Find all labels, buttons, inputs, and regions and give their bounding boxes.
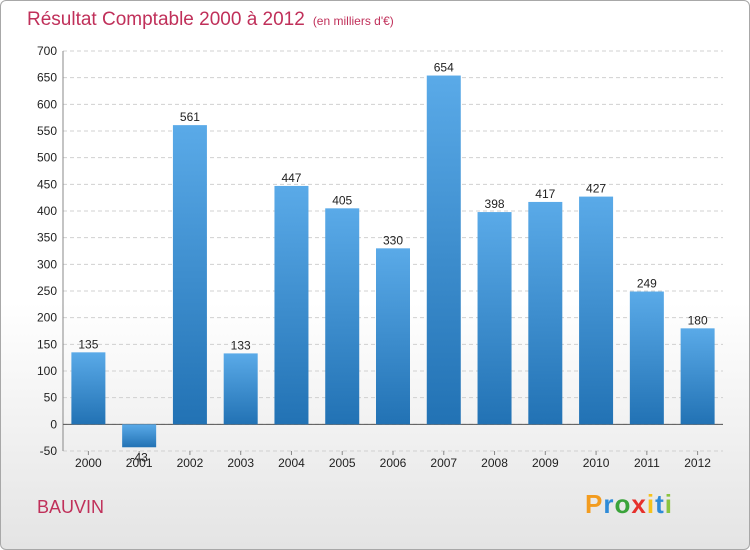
logo-letter: o [614, 489, 632, 519]
bar-2000 [71, 352, 106, 425]
x-tick-label: 2008 [481, 456, 508, 470]
y-tick-label: 350 [37, 231, 57, 245]
x-tick-label: 2010 [583, 456, 610, 470]
x-tick-label: 2003 [227, 456, 254, 470]
x-tick-label: 2004 [278, 456, 305, 470]
bar-2003 [223, 353, 258, 425]
value-label: 447 [281, 171, 301, 185]
bar-2012 [680, 328, 715, 425]
y-tick-label: 50 [44, 391, 58, 405]
value-label: 417 [535, 187, 555, 201]
chart-title: Résultat Comptable 2000 à 2012 [27, 9, 305, 30]
chart-title-block: Résultat Comptable 2000 à 2012 (en millie… [27, 9, 394, 31]
value-label: -43 [130, 450, 148, 464]
y-tick-label: 0 [50, 417, 57, 431]
chart-subtitle: (en milliers d'€) [312, 14, 394, 28]
y-tick-label: 500 [37, 151, 57, 165]
value-label: 330 [383, 233, 403, 247]
y-tick-label: 600 [37, 97, 57, 111]
value-label: 249 [637, 277, 657, 291]
value-label: 405 [332, 193, 352, 207]
y-tick-label: 250 [37, 284, 57, 298]
x-tick-label: 2002 [177, 456, 204, 470]
x-tick-label: 2012 [684, 456, 711, 470]
bar-2011 [629, 291, 664, 425]
value-label: 133 [231, 338, 251, 352]
bar-2001 [122, 424, 157, 448]
value-label: 135 [78, 337, 98, 351]
x-tick-label: 2009 [532, 456, 559, 470]
y-tick-label: 450 [37, 177, 57, 191]
x-tick-label: 2000 [75, 456, 102, 470]
logo-letter: x [631, 489, 647, 519]
bar-2007 [426, 75, 461, 425]
value-label: 561 [180, 110, 200, 124]
value-label: 398 [485, 197, 505, 211]
bar-2004 [274, 185, 309, 425]
bar-2008 [477, 212, 512, 425]
y-tick-label: 150 [37, 337, 57, 351]
bar-2010 [579, 196, 614, 425]
bar-2005 [325, 208, 360, 425]
y-tick-label: 700 [37, 44, 57, 58]
y-tick-label: 400 [37, 204, 57, 218]
logo-letter: r [603, 489, 615, 519]
value-label: 180 [688, 313, 708, 327]
y-tick-label: 100 [37, 364, 57, 378]
x-tick-label: 2007 [430, 456, 457, 470]
x-tick-label: 2005 [329, 456, 356, 470]
x-tick-label: 2001 [126, 456, 153, 470]
proxiti-logo: Proxiti [585, 489, 673, 520]
logo-letter: i [664, 489, 673, 519]
bar-2006 [376, 248, 410, 425]
location-name: BAUVIN [37, 497, 105, 517]
y-tick-label: 650 [37, 71, 57, 85]
y-tick-label: -50 [40, 444, 58, 458]
x-tick-label: 2006 [380, 456, 407, 470]
bar-2009 [528, 201, 563, 425]
value-label: 654 [434, 61, 454, 75]
y-tick-label: 300 [37, 257, 57, 271]
y-tick-label: 550 [37, 124, 57, 138]
x-tick-label: 2011 [634, 456, 660, 470]
logo-letter: i [646, 489, 656, 519]
y-tick-label: 200 [37, 311, 57, 325]
bar-2002 [172, 125, 207, 425]
logo-letter: P [585, 489, 604, 519]
value-label: 427 [586, 182, 606, 196]
logo-letter: t [655, 489, 665, 519]
